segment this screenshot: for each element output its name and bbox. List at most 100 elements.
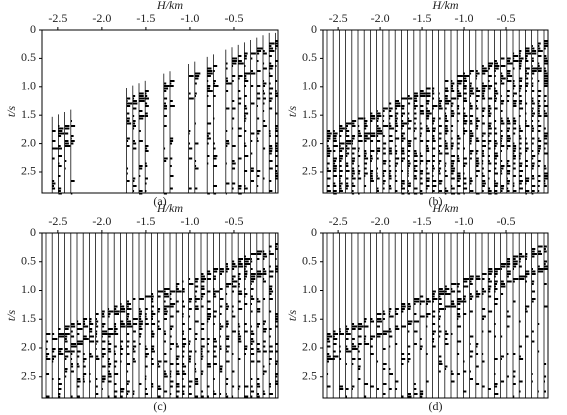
wiggle xyxy=(351,172,355,175)
wiggle xyxy=(500,57,505,60)
wiggle xyxy=(145,295,151,298)
wiggle xyxy=(444,338,448,340)
wiggle xyxy=(364,343,370,345)
wiggle xyxy=(451,283,457,285)
wiggle xyxy=(163,125,167,127)
wiggle xyxy=(513,117,516,120)
wiggle xyxy=(420,170,424,172)
wiggle xyxy=(544,135,548,137)
wiggle xyxy=(139,318,142,320)
x-tick-label: -1.5 xyxy=(136,214,155,228)
wiggle xyxy=(376,313,382,315)
wiggle xyxy=(269,92,272,95)
wiggle xyxy=(475,122,478,125)
wiggle xyxy=(275,65,277,67)
wiggle xyxy=(519,180,523,182)
wiggle xyxy=(469,177,472,180)
wiggle xyxy=(145,147,148,150)
wiggle xyxy=(376,125,379,127)
wiggle xyxy=(531,155,536,157)
wiggle xyxy=(188,278,191,280)
wiggle xyxy=(132,185,137,187)
wiggle xyxy=(333,160,337,162)
wiggle xyxy=(275,40,278,42)
wiggle xyxy=(513,268,515,270)
wiggle xyxy=(170,298,172,300)
wiggle xyxy=(58,388,62,390)
wiggle xyxy=(232,57,238,60)
wiggle xyxy=(194,165,197,167)
wiggle xyxy=(401,105,405,107)
wiggle xyxy=(407,323,412,325)
wiggle xyxy=(463,182,467,185)
wiggle xyxy=(451,85,454,87)
wiggle xyxy=(438,152,443,155)
wiggle xyxy=(426,125,428,127)
wiggle xyxy=(544,245,547,248)
plot-frame xyxy=(41,29,279,194)
wiggle xyxy=(327,355,331,358)
wiggle xyxy=(201,305,204,308)
wiggle xyxy=(420,303,422,305)
wiggle xyxy=(225,383,228,385)
wiggle xyxy=(256,170,261,172)
wiggle xyxy=(525,120,527,122)
wiggle xyxy=(182,390,185,393)
wiggle xyxy=(225,308,229,310)
wiggle xyxy=(225,80,229,82)
wiggle xyxy=(537,65,540,67)
wiggle xyxy=(108,380,112,383)
wiggle xyxy=(482,162,484,165)
wiggle xyxy=(494,358,498,360)
wiggle xyxy=(225,285,229,288)
wiggle xyxy=(426,110,430,112)
wiggle xyxy=(544,260,548,263)
wiggle xyxy=(438,117,441,120)
wiggle xyxy=(544,147,546,150)
wiggle xyxy=(64,370,68,373)
wiggle xyxy=(238,157,242,160)
wiggle xyxy=(482,140,486,142)
wiggle xyxy=(256,97,261,100)
wiggle xyxy=(139,335,141,338)
wiggle xyxy=(525,47,530,50)
wiggle xyxy=(432,295,435,298)
wiggle xyxy=(482,330,484,333)
wiggle xyxy=(544,105,548,107)
wiggle xyxy=(163,90,167,92)
wiggle xyxy=(358,117,364,120)
wiggle xyxy=(494,62,498,65)
wiggle xyxy=(269,47,274,50)
wiggle xyxy=(395,175,397,177)
wiggle xyxy=(139,100,145,102)
wiggle xyxy=(544,283,547,285)
wiggle xyxy=(519,135,521,137)
wiggle xyxy=(544,100,546,102)
wiggle xyxy=(488,65,493,67)
wiggle xyxy=(432,87,435,90)
wiggle xyxy=(151,385,154,388)
wiggle xyxy=(389,107,393,110)
wiggle xyxy=(444,95,448,97)
wiggle xyxy=(482,65,484,67)
wiggle xyxy=(444,330,447,333)
wiggle xyxy=(163,375,168,378)
wiggle xyxy=(52,350,55,353)
wiggle xyxy=(58,155,62,157)
wiggle xyxy=(438,97,440,100)
wiggle xyxy=(500,185,505,187)
wiggle xyxy=(64,333,70,335)
wiggle xyxy=(339,142,345,145)
wiggle xyxy=(244,295,246,298)
wiggle xyxy=(275,80,278,82)
wiggle xyxy=(358,170,361,172)
wiggle xyxy=(457,97,459,100)
wiggle xyxy=(407,160,410,162)
wiggle xyxy=(531,47,535,50)
wiggle xyxy=(170,328,173,330)
wiggle xyxy=(256,275,262,278)
wiggle xyxy=(482,175,485,177)
wiggle xyxy=(457,92,462,95)
wiggle xyxy=(413,170,418,172)
wiggle xyxy=(544,82,548,85)
